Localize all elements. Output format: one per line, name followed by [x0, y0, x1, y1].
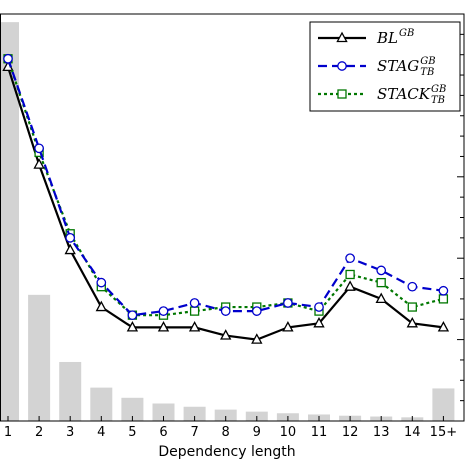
legend-label: BL [376, 29, 398, 47]
circle-marker [65, 233, 76, 243]
x-tick-label: 8 [222, 425, 230, 440]
triangle-marker [336, 31, 348, 43]
x-tick-label: 11 [311, 425, 328, 440]
square-marker [337, 89, 347, 99]
triangle-marker [282, 321, 294, 332]
frequency-bar [183, 406, 206, 421]
triangle-marker [313, 316, 325, 328]
x-tick-label: 7 [190, 425, 198, 440]
legend-superscript: GB [431, 84, 446, 95]
circle-marker [158, 306, 169, 316]
circle-marker [438, 285, 449, 296]
circle-marker [189, 298, 200, 308]
triangle-marker [64, 243, 76, 255]
legend-superscript: GB [420, 56, 435, 67]
x-tick-label: 10 [280, 425, 297, 440]
circle-marker [96, 277, 107, 288]
triangle-marker [188, 321, 201, 332]
series-layer [2, 53, 450, 344]
circle-marker [3, 53, 13, 64]
circle-marker [337, 61, 347, 71]
triangle-marker [220, 329, 232, 340]
circle-marker [251, 306, 262, 316]
x-axis-label: Dependency length [158, 444, 295, 460]
frequency-bar [0, 22, 19, 421]
circle-marker [345, 253, 355, 264]
series-stag [3, 53, 449, 321]
legend-subscript: TB [420, 67, 434, 78]
circle-marker [283, 298, 293, 308]
series-bl [2, 60, 450, 344]
x-tick-label: 3 [66, 425, 74, 440]
x-tick-label: 2 [35, 425, 43, 440]
x-tick-label: 1 [4, 425, 12, 440]
x-tick-label: 14 [404, 425, 421, 440]
triangle-marker [437, 321, 450, 332]
x-tick-label: 4 [97, 425, 105, 440]
circle-marker [314, 302, 324, 312]
square-marker [407, 302, 417, 312]
circle-marker [220, 306, 231, 316]
legend-label: STACK [377, 85, 431, 103]
frequency-bar [28, 294, 51, 421]
x-tick-label: 13 [373, 425, 390, 440]
frequency-bar [121, 397, 144, 421]
square-marker [345, 269, 355, 280]
frequency-bar [214, 409, 237, 421]
legend-label: STAG [377, 57, 419, 75]
triangle-marker [157, 321, 170, 332]
circle-marker [34, 143, 44, 154]
triangle-marker [33, 158, 45, 169]
legend-superscript: GB [399, 28, 414, 39]
x-tick-label: 9 [253, 425, 261, 440]
legend-subscript: TB [431, 95, 445, 106]
circle-marker [127, 310, 138, 321]
triangle-marker [375, 292, 387, 304]
axes-layer: 1 2 3 4 5 6 7 8 9 10 11 12 13 14 15+ [4, 13, 464, 440]
frequency-bar [152, 403, 175, 421]
x-tick-label: 15+ [430, 425, 457, 440]
x-tick-label: 6 [159, 425, 167, 440]
triangle-marker [406, 316, 418, 328]
square-marker [438, 294, 449, 304]
triangle-marker [344, 280, 356, 291]
x-tick-label: 12 [342, 425, 359, 440]
triangle-marker [95, 300, 107, 312]
square-marker [376, 277, 386, 288]
triangle-marker [126, 321, 139, 332]
x-tick-label: 5 [128, 425, 136, 440]
triangle-marker [251, 333, 263, 344]
square-marker [189, 306, 200, 316]
frequency-bar [432, 388, 455, 421]
circle-marker [376, 265, 387, 276]
series-line [6, 58, 444, 317]
frequency-bar [59, 361, 82, 421]
frequency-bar [90, 387, 113, 421]
circle-marker [407, 281, 418, 292]
